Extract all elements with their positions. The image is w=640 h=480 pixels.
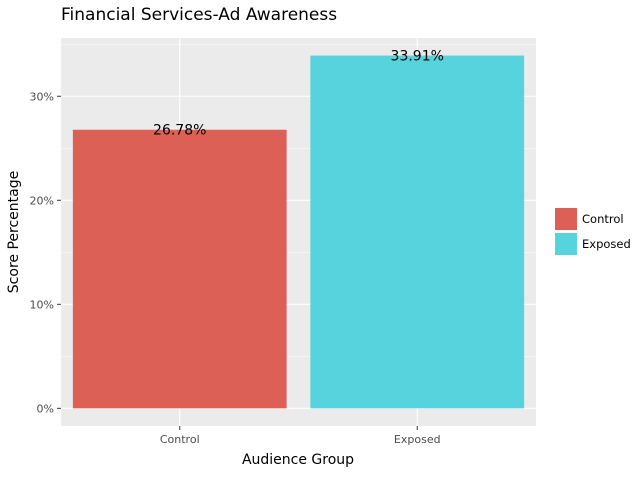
x-axis-title: Audience Group [242, 452, 354, 468]
data-label-control: 26.78% [153, 123, 206, 139]
y-tick-label: 0% [37, 402, 54, 415]
legend: Control Exposed [555, 208, 631, 255]
chart-title: Financial Services-Ad Awareness [61, 5, 337, 25]
legend-label-control: Control [582, 212, 624, 226]
y-tick-label: 20% [30, 194, 54, 207]
bar-exposed [310, 55, 525, 409]
x-axis: Control Exposed [160, 426, 441, 446]
data-label-exposed: 33.91% [391, 49, 444, 65]
data-labels: 26.78% 33.91% [153, 49, 444, 139]
bar-control [72, 129, 287, 409]
y-axis-title: Score Percentage [6, 171, 22, 293]
legend-swatch-exposed [555, 233, 577, 255]
y-tick-label: 10% [30, 298, 54, 311]
y-tick-label: 30% [30, 90, 54, 103]
y-axis: 0% 10% 20% 30% [30, 90, 61, 415]
legend-label-exposed: Exposed [582, 237, 631, 251]
x-tick-label: Exposed [394, 433, 441, 446]
legend-swatch-control [555, 208, 577, 230]
bars [72, 55, 525, 409]
x-tick-label: Control [160, 433, 200, 446]
